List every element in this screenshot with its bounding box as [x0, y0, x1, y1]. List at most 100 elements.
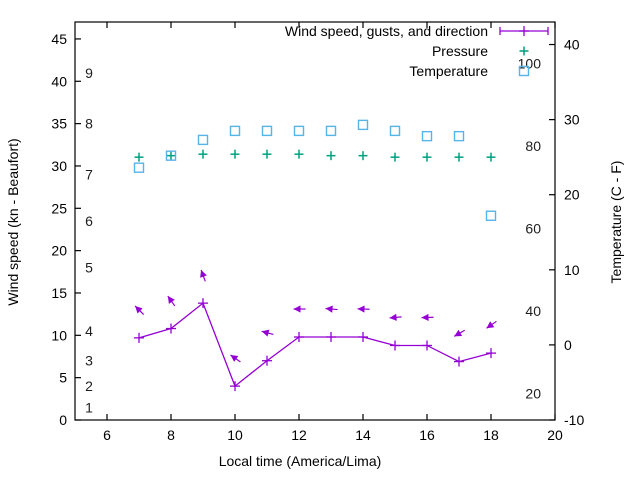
y-tick-label: 35	[51, 116, 67, 132]
y-tick-label: 20	[51, 243, 67, 259]
data-point-marker	[519, 26, 529, 36]
y2-tick-label: 40	[564, 37, 580, 53]
x-tick-label: 6	[103, 427, 111, 443]
wind-direction-arrow	[453, 329, 466, 337]
data-point-marker	[165, 150, 177, 161]
data-point-marker	[486, 152, 496, 162]
beaufort-label: 3	[85, 353, 93, 369]
wind-direction-arrow	[261, 329, 274, 337]
data-point-marker	[294, 149, 304, 159]
data-point-marker	[262, 355, 272, 366]
data-point-marker	[133, 162, 145, 173]
data-point-marker	[486, 348, 496, 359]
data-point-marker	[293, 125, 305, 137]
beaufort-scale-labels: 1 2 3 4 5 6 7 8 9	[85, 65, 93, 415]
data-point-marker	[485, 210, 497, 221]
data-point-marker	[261, 125, 273, 137]
data-series	[133, 119, 497, 392]
data-point-marker	[518, 65, 530, 77]
beaufort-label: 2	[85, 378, 93, 394]
data-point-marker	[389, 125, 401, 137]
wind-direction-arrow	[325, 305, 338, 313]
beaufort-label: 9	[85, 65, 93, 81]
data-point-marker	[519, 46, 529, 56]
beaufort-label: 4	[85, 323, 93, 339]
x-tick-label: 14	[355, 427, 371, 443]
legend-label: Pressure	[432, 43, 488, 59]
y2-tick-label: -10	[564, 412, 584, 428]
data-point-marker	[453, 130, 465, 142]
x-axis-title: Local time (America/Lima)	[219, 453, 382, 469]
data-point-marker	[358, 332, 368, 343]
x-tick-label: 10	[227, 427, 243, 443]
data-point-marker	[454, 152, 464, 162]
y-tick-label: 25	[51, 200, 67, 216]
y2-tick-label: 10	[564, 262, 580, 278]
data-point-marker	[454, 356, 464, 367]
series-square	[133, 119, 497, 221]
x-tick-label: 8	[167, 427, 175, 443]
x-tick-label: 16	[419, 427, 435, 443]
fahrenheit-label: 40	[525, 303, 541, 319]
legend-label: Temperature	[409, 63, 488, 79]
y2-tick-label: 30	[564, 112, 580, 128]
data-point-marker	[134, 332, 144, 343]
data-point-marker	[166, 323, 176, 334]
x-axis-ticks: 6 8 10 12 14 16 18 20	[103, 22, 563, 443]
y-tick-label: 45	[51, 31, 67, 47]
wind-direction-arrow	[389, 313, 402, 321]
wind-direction-arrow	[134, 305, 145, 315]
beaufort-label: 5	[85, 260, 93, 276]
data-point-marker	[166, 151, 176, 161]
data-point-marker	[262, 149, 272, 159]
fahrenheit-label: 20	[525, 386, 541, 402]
wind-direction-arrow	[293, 305, 306, 313]
wind-direction-arrow	[357, 305, 370, 313]
data-point-marker	[198, 298, 208, 309]
data-point-marker	[198, 149, 208, 159]
data-point-marker	[357, 119, 369, 131]
fahrenheit-label: 100	[518, 55, 542, 71]
y-axis-title: Wind speed (kn - Beaufort)	[5, 138, 21, 305]
fahrenheit-label: 60	[525, 221, 541, 237]
data-point-marker	[326, 151, 336, 161]
x-tick-label: 12	[291, 427, 307, 443]
x-tick-label: 18	[483, 427, 499, 443]
wind-direction-arrows	[134, 269, 497, 363]
data-point-marker	[422, 152, 432, 162]
beaufort-label: 8	[85, 116, 93, 132]
chart-legend: Wind speed, gusts, and direction Pressure…	[285, 23, 549, 79]
data-point-marker	[390, 152, 400, 162]
y2-tick-label: 0	[564, 337, 572, 353]
data-point-marker	[230, 381, 240, 392]
y-tick-label: 0	[59, 412, 67, 428]
y2-axis-title: Temperature (C - F)	[608, 161, 624, 284]
y2-axis-ticks: -10 0 10 20 30 40	[549, 37, 584, 428]
wind-direction-arrow	[486, 320, 497, 329]
x-tick-label: 20	[547, 427, 563, 443]
data-point-marker	[230, 149, 240, 159]
y-tick-label: 15	[51, 285, 67, 301]
data-point-marker	[421, 130, 433, 142]
beaufort-label: 1	[85, 399, 93, 415]
wind-direction-arrow	[421, 313, 434, 322]
y-tick-label: 10	[51, 327, 67, 343]
data-point-marker	[294, 332, 304, 343]
wind-direction-arrow	[167, 295, 176, 307]
data-point-marker	[325, 125, 337, 137]
data-point-marker	[229, 125, 241, 137]
data-point-marker	[326, 332, 336, 343]
series-plus-line	[134, 269, 497, 392]
beaufort-label: 6	[85, 213, 93, 229]
data-point-marker	[134, 152, 144, 162]
wind-speed-line	[138, 302, 492, 388]
y-tick-label: 40	[51, 73, 67, 89]
wind-direction-arrow	[230, 354, 241, 363]
fahrenheit-label: 80	[525, 138, 541, 154]
wind-direction-arrow	[200, 269, 207, 282]
data-point-marker	[390, 340, 400, 351]
series-plus	[134, 149, 496, 162]
y-tick-label: 30	[51, 158, 67, 174]
data-point-marker	[197, 134, 209, 146]
